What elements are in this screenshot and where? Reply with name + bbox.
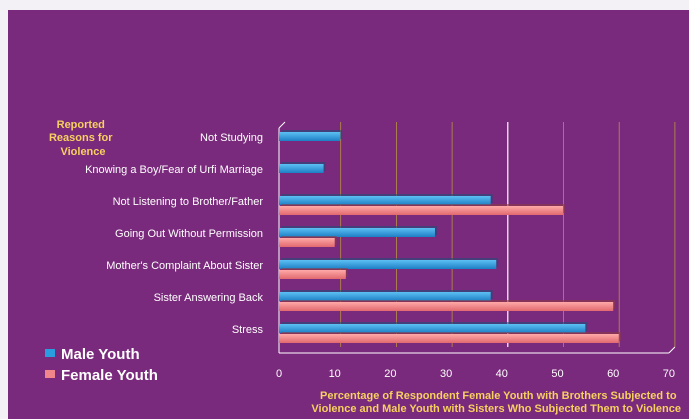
legend-label-female: Female Youth: [61, 367, 158, 384]
x-tick-label: 30: [440, 368, 452, 380]
axis-depth-right: [668, 346, 676, 354]
legend-item-male: Male Youth: [45, 346, 140, 363]
x-tick-label: 50: [551, 368, 563, 380]
x-axis-title: Percentage of Respondent Female Youth wi…: [311, 386, 681, 415]
category-axis-title-line: Reported: [57, 119, 105, 131]
bars: [279, 130, 621, 343]
x-tick-label: 70: [663, 368, 675, 380]
category-label: Not Listening to Brother/Father: [113, 196, 264, 208]
category-label: Mother's Complaint About Sister: [106, 260, 263, 272]
category-label: Going Out Without Permission: [115, 228, 263, 240]
x-tick-label: 40: [496, 368, 508, 380]
bar-female: [279, 238, 335, 247]
bar-male: [279, 196, 491, 205]
x-tick-label: 20: [384, 368, 396, 380]
category-axis-title-line: Reasons for: [49, 132, 113, 144]
bar-female: [279, 302, 614, 311]
category-labels: Not Studying Knowing a Boy/Fear of Urfi M…: [85, 132, 263, 336]
legend-label-male: Male Youth: [61, 346, 140, 363]
category-axis-title-line: Violence: [60, 146, 105, 158]
axes: [278, 121, 676, 354]
bar-male: [279, 292, 491, 301]
x-tick-label: 0: [276, 368, 282, 380]
category-label: Stress: [232, 324, 264, 336]
axis-depth-top: [278, 121, 286, 129]
category-label: Not Studying: [200, 132, 263, 144]
x-tick-label: 60: [607, 368, 619, 380]
bar-female: [279, 334, 619, 343]
x-axis-title-line: Percentage of Respondent Female Youth wi…: [320, 390, 677, 402]
bar-female: [279, 206, 564, 215]
category-label: Sister Answering Back: [154, 292, 264, 304]
bar-female: [279, 270, 346, 279]
legend-swatch-male: [45, 349, 55, 357]
category-axis-title: Reported Reasons for Violence: [49, 115, 117, 158]
bar-male: [279, 164, 324, 173]
category-label: Knowing a Boy/Fear of Urfi Marriage: [85, 164, 263, 176]
legend-swatch-female: [45, 370, 55, 378]
x-axis-title-line: Violence and Male Youth with Sisters Who…: [311, 403, 681, 415]
legend: Male Youth Female Youth: [45, 346, 158, 384]
bar-male: [279, 324, 586, 333]
bar-male: [279, 132, 341, 141]
bar-male: [279, 260, 497, 269]
tick-labels: 0 10 20 30 40 50 60 70: [276, 368, 675, 380]
bar-male: [279, 228, 435, 237]
legend-item-female: Female Youth: [45, 367, 158, 384]
x-tick-label: 10: [329, 368, 341, 380]
